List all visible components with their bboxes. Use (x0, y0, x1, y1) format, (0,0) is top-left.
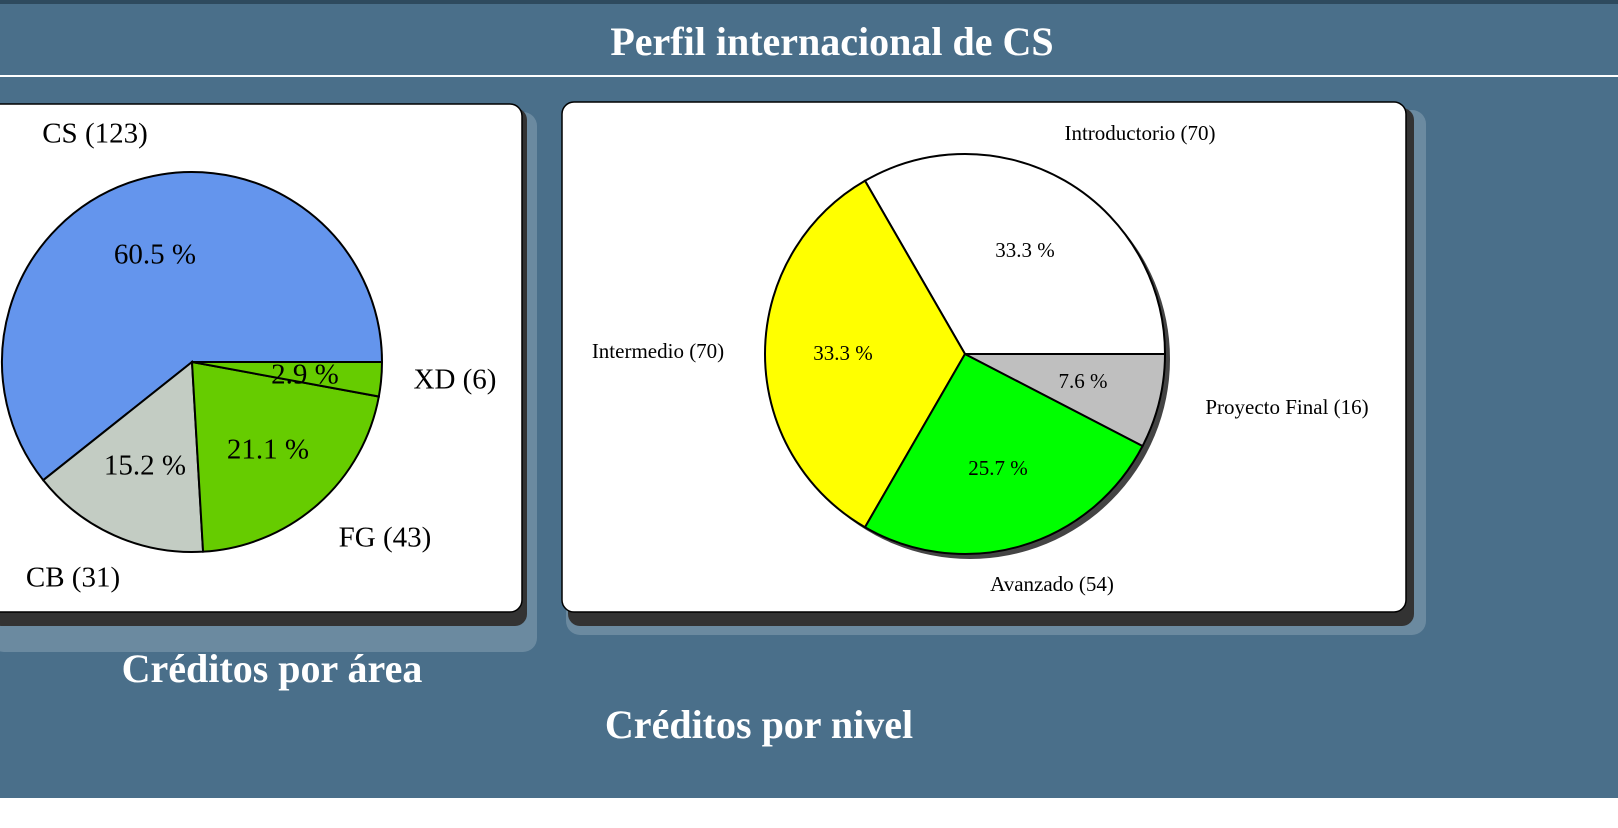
slice-value-label: 25.7 % (968, 456, 1028, 480)
slice-category-label: XD (6) (414, 364, 497, 396)
slice-value-label: 15.2 % (104, 450, 186, 482)
pie-slice (41, 360, 205, 553)
slice-value-label: 33.3 % (813, 341, 873, 365)
slide-title: Perfil internacional de CS (610, 19, 1053, 64)
pie-slice (863, 153, 1167, 355)
pie-slice (1, 171, 384, 482)
slice-category-label: Avanzado (54) (990, 572, 1114, 596)
slice-category-label: CB (31) (26, 562, 120, 594)
pie-slice (764, 179, 967, 529)
slice-value-label: 2.9 % (271, 359, 339, 391)
slice-category-label: Introductorio (70) (1064, 121, 1215, 145)
slice-category-label: Proyecto Final (16) (1205, 395, 1368, 419)
chart-caption: Créditos por nivel (605, 702, 913, 747)
pie-slice (863, 352, 1144, 555)
slice-value-label: 7.6 % (1059, 369, 1108, 393)
slice-category-label: CS (123) (42, 118, 148, 150)
slice-value-label: 21.1 % (227, 434, 309, 466)
top-band (0, 0, 1618, 4)
slice-value-label: 33.3 % (995, 238, 1055, 262)
pie-slice (191, 361, 384, 398)
chart-caption: Créditos por área (122, 646, 423, 691)
pie-slice (964, 353, 1167, 448)
slice-category-label: FG (43) (339, 522, 432, 554)
slice-category-label: Intermedio (70) (592, 339, 724, 363)
slice-value-label: 60.5 % (114, 239, 196, 271)
pie-slice (190, 360, 381, 553)
